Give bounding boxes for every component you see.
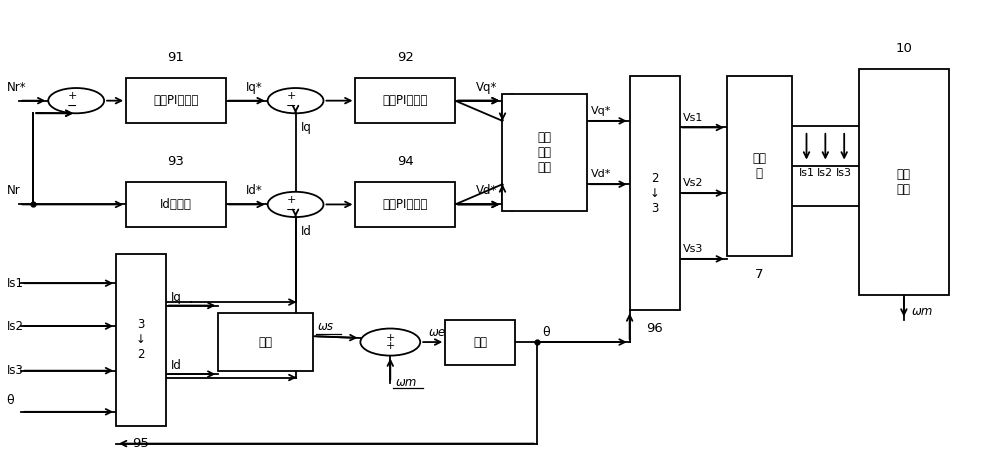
Text: Iq*: Iq* xyxy=(246,81,263,94)
Text: +: + xyxy=(287,91,296,101)
Text: Iq: Iq xyxy=(301,121,311,134)
Text: 轴带
电机: 轴带 电机 xyxy=(897,168,911,196)
Text: 变频
器: 变频 器 xyxy=(752,152,766,180)
Text: 3
↓
2: 3 ↓ 2 xyxy=(136,318,146,361)
Text: Nr*: Nr* xyxy=(6,81,26,94)
Text: +: + xyxy=(287,195,296,205)
Text: 92: 92 xyxy=(397,51,414,64)
Text: 93: 93 xyxy=(167,155,184,168)
Text: Vq*: Vq* xyxy=(591,106,612,116)
Text: Vs2: Vs2 xyxy=(682,178,703,188)
Text: 91: 91 xyxy=(167,51,184,64)
Text: ωe: ωe xyxy=(429,326,446,339)
Circle shape xyxy=(360,329,420,355)
Text: Is1: Is1 xyxy=(798,168,814,178)
Bar xyxy=(126,78,226,123)
Text: Vq*: Vq* xyxy=(476,81,498,94)
Circle shape xyxy=(268,192,323,217)
Text: 第二PI控制器: 第二PI控制器 xyxy=(383,94,428,107)
Text: +: + xyxy=(67,91,77,101)
Text: +: + xyxy=(386,341,395,351)
Text: 计算: 计算 xyxy=(259,336,273,349)
Text: Id逻辑器: Id逻辑器 xyxy=(160,198,192,211)
Text: 94: 94 xyxy=(397,155,414,168)
Text: Is3: Is3 xyxy=(6,364,23,377)
Text: Vs3: Vs3 xyxy=(682,244,703,254)
Text: 补唇
网络
运算: 补唇 网络 运算 xyxy=(538,131,552,174)
Text: +: + xyxy=(386,333,395,343)
Text: 2
↓
3: 2 ↓ 3 xyxy=(650,172,660,215)
Text: θ: θ xyxy=(6,394,14,407)
Text: 积分: 积分 xyxy=(473,336,487,349)
Text: Id: Id xyxy=(301,225,311,238)
Text: Is3: Is3 xyxy=(836,168,852,178)
Text: −: − xyxy=(67,100,77,113)
Text: 96: 96 xyxy=(646,322,663,335)
Text: Is2: Is2 xyxy=(817,168,833,178)
Bar xyxy=(116,254,166,425)
Bar xyxy=(727,76,792,257)
Text: −: − xyxy=(286,204,297,217)
Text: Id: Id xyxy=(171,360,182,372)
Text: Is2: Is2 xyxy=(6,320,23,333)
Text: Id*: Id* xyxy=(246,184,263,197)
Text: θ: θ xyxy=(542,326,550,339)
Text: Vd*: Vd* xyxy=(476,184,498,197)
Bar xyxy=(355,78,455,123)
Bar xyxy=(445,320,515,365)
Text: 第一PI控制器: 第一PI控制器 xyxy=(153,94,199,107)
Text: Iq: Iq xyxy=(171,291,182,304)
Bar xyxy=(218,313,313,371)
Text: 95: 95 xyxy=(133,437,149,450)
Circle shape xyxy=(268,88,323,114)
Bar xyxy=(355,182,455,227)
Bar xyxy=(630,76,680,311)
Bar xyxy=(502,94,587,211)
Text: Nr: Nr xyxy=(6,184,20,197)
Text: 第三PI控制器: 第三PI控制器 xyxy=(383,198,428,211)
Circle shape xyxy=(48,88,104,114)
Text: Is1: Is1 xyxy=(6,277,23,290)
Text: 10: 10 xyxy=(895,42,912,55)
Text: Vs1: Vs1 xyxy=(682,113,703,123)
Text: Vd*: Vd* xyxy=(591,169,612,179)
Bar xyxy=(126,182,226,227)
Text: ωm: ωm xyxy=(912,306,933,318)
Text: −: − xyxy=(286,100,297,113)
Text: ωs: ωs xyxy=(318,320,334,333)
Bar xyxy=(859,69,949,295)
Text: ωm: ωm xyxy=(396,376,418,389)
Text: 7: 7 xyxy=(755,268,764,281)
